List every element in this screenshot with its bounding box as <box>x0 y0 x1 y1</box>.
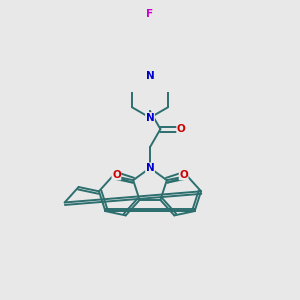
Text: O: O <box>177 124 186 134</box>
Text: N: N <box>146 71 154 81</box>
Text: O: O <box>112 170 121 180</box>
Text: O: O <box>179 170 188 180</box>
Text: F: F <box>146 9 154 19</box>
Text: N: N <box>146 113 154 123</box>
Text: N: N <box>146 163 154 173</box>
